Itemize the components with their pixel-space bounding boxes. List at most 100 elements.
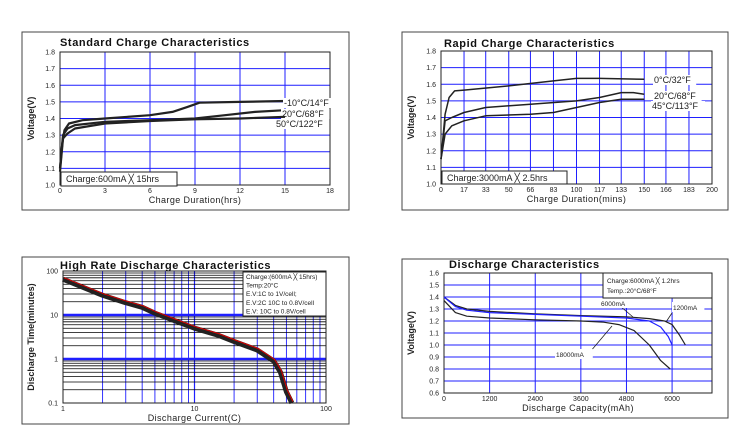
chart-title: Rapid Charge Characteristics (444, 38, 615, 50)
x-tick-label: 200 (706, 187, 718, 194)
y-tick-label: 1.3 (429, 307, 439, 314)
series-label: 20°C/68°F (654, 91, 696, 101)
x-tick-label: 15 (281, 188, 289, 195)
series-label-bg (653, 75, 697, 85)
series-label: 1200mA (673, 305, 698, 312)
y-tick-label: 1.3 (45, 133, 55, 140)
y-tick-label: 10 (50, 313, 58, 320)
y-axis-label: Discharge Time(minutes) (26, 283, 36, 390)
chart-2: 0 17 33 50 66 83 100 117 133 150 166 183 200 1.0 1.1 1.… (401, 31, 729, 211)
y-tick-label: 1.2 (45, 149, 55, 156)
condition-legend-line: E.V: 10C to 0.8V/cell (246, 308, 306, 315)
series-label-bg (600, 298, 633, 308)
y-tick-label: 1.5 (426, 98, 436, 105)
x-tick-label: 133 (615, 187, 627, 194)
y-tick-label: 0.6 (429, 391, 439, 398)
y-tick-label: 1.1 (45, 166, 55, 173)
x-axis-label: Charge Duration(mins) (527, 194, 626, 204)
y-tick-label: 1.1 (426, 165, 436, 172)
plot-area (443, 272, 713, 394)
series-label: 0°C/32°F (654, 75, 691, 85)
y-tick-label: 1.8 (45, 50, 55, 57)
grid (444, 273, 712, 393)
series-label-bg (651, 101, 705, 111)
y-axis-label: Voltage(V) (406, 96, 416, 140)
x-tick-label: 6000 (664, 396, 680, 403)
x-tick-label: 0 (58, 188, 62, 195)
chart-1: 0 3 6 9 12 15 18 1.0 1.1 1.2 1.3 1.4 1.5 1.6 1.7 1.8 Sta… (21, 31, 350, 211)
x-tick-label: 150 (638, 187, 650, 194)
plot-area (59, 51, 331, 186)
x-axis-label: Discharge Capacity(mAh) (522, 403, 634, 413)
x-axis-label: Discharge Current(C) (148, 413, 242, 423)
x-tick-label: 3 (103, 188, 107, 195)
series-line (58, 115, 286, 172)
y-tick-label: 1.4 (426, 115, 436, 122)
x-tick-label: 3600 (573, 396, 589, 403)
condition-legend-line: Charge:6000mA ╳ 1.2hrs (607, 276, 680, 285)
x-tick-label: 100 (571, 187, 583, 194)
y-tick-label: 1.2 (426, 148, 436, 155)
chart-title: Discharge Characteristics (449, 259, 600, 271)
x-tick-label: 17 (460, 187, 468, 194)
series-line (443, 300, 671, 370)
series-label: -10°C/14°F (284, 98, 329, 108)
y-tick-label: 1.5 (45, 99, 55, 106)
x-tick-label: 9 (193, 188, 197, 195)
series-label: 18000mA (556, 352, 584, 359)
x-axis-label: Charge Duration(hrs) (149, 195, 242, 205)
grid (63, 271, 326, 403)
y-tick-label: 0.7 (429, 379, 439, 386)
series-label: 6000mA (601, 301, 626, 308)
x-tick-label: 1200 (482, 396, 498, 403)
condition-legend-box (242, 271, 327, 317)
x-tick-label: 12 (236, 188, 244, 195)
series-line (440, 77, 645, 160)
x-tick-label: 166 (660, 187, 672, 194)
charge-note: Charge:3000mA ╳ 2.5hrs (447, 172, 548, 184)
x-tick-label: 1 (61, 406, 65, 413)
x-tick-label: 4800 (619, 396, 635, 403)
chart-title: High Rate Discharge Characteristics (60, 260, 271, 272)
series-label-bg (653, 91, 702, 101)
series-line-red (63, 277, 294, 402)
charge-note: Charge:600mA ╳ 15hrs (66, 173, 159, 185)
condition-legend-line: Temp:20°C (246, 282, 279, 290)
plot-area (440, 50, 713, 185)
y-tick-label: 1.0 (426, 182, 436, 189)
x-tick-label: 66 (527, 187, 535, 194)
y-tick-label: 1.0 (429, 343, 439, 350)
series-label-bg (283, 98, 337, 108)
x-tick-label: 50 (505, 187, 513, 194)
y-tick-label: 1.0 (45, 183, 55, 190)
charge-note-box (60, 171, 178, 187)
x-tick-label: 183 (683, 187, 695, 194)
y-tick-label: 1.5 (429, 283, 439, 290)
condition-legend-line: E.V:2C 10C to 0.8V/cell (246, 300, 315, 307)
series-line (443, 296, 686, 346)
y-axis-label: Voltage(V) (406, 311, 416, 355)
x-tick-label: 6 (148, 188, 152, 195)
series-label: 20°C/68°F (282, 109, 324, 119)
series-line (440, 98, 645, 160)
y-tick-label: 1.1 (429, 331, 439, 338)
y-tick-label: 0.1 (48, 401, 58, 408)
x-tick-label: 18 (326, 188, 334, 195)
x-tick-label: 0 (439, 187, 443, 194)
y-tick-label: 0.9 (429, 355, 439, 362)
label-pointer (665, 312, 673, 323)
x-tick-label: 10 (191, 406, 199, 413)
series-label-bg (281, 109, 330, 119)
series-line (58, 109, 286, 169)
y-tick-label: 1.2 (429, 319, 439, 326)
series-label-bg (555, 349, 593, 359)
plot-area (62, 270, 327, 404)
series-line (62, 276, 295, 405)
y-tick-label: 1 (54, 357, 58, 364)
y-tick-label: 1.7 (45, 66, 55, 73)
y-tick-label: 1.8 (426, 49, 436, 56)
condition-legend-line: Temp.:20°C/68°F (607, 287, 657, 295)
series-label: 45°C/113°F (652, 101, 699, 111)
chart-4: 0 1200 2400 3600 4800 6000 0.6 0.7 0.8 0.9 1.0 1.1 1… (401, 258, 729, 419)
